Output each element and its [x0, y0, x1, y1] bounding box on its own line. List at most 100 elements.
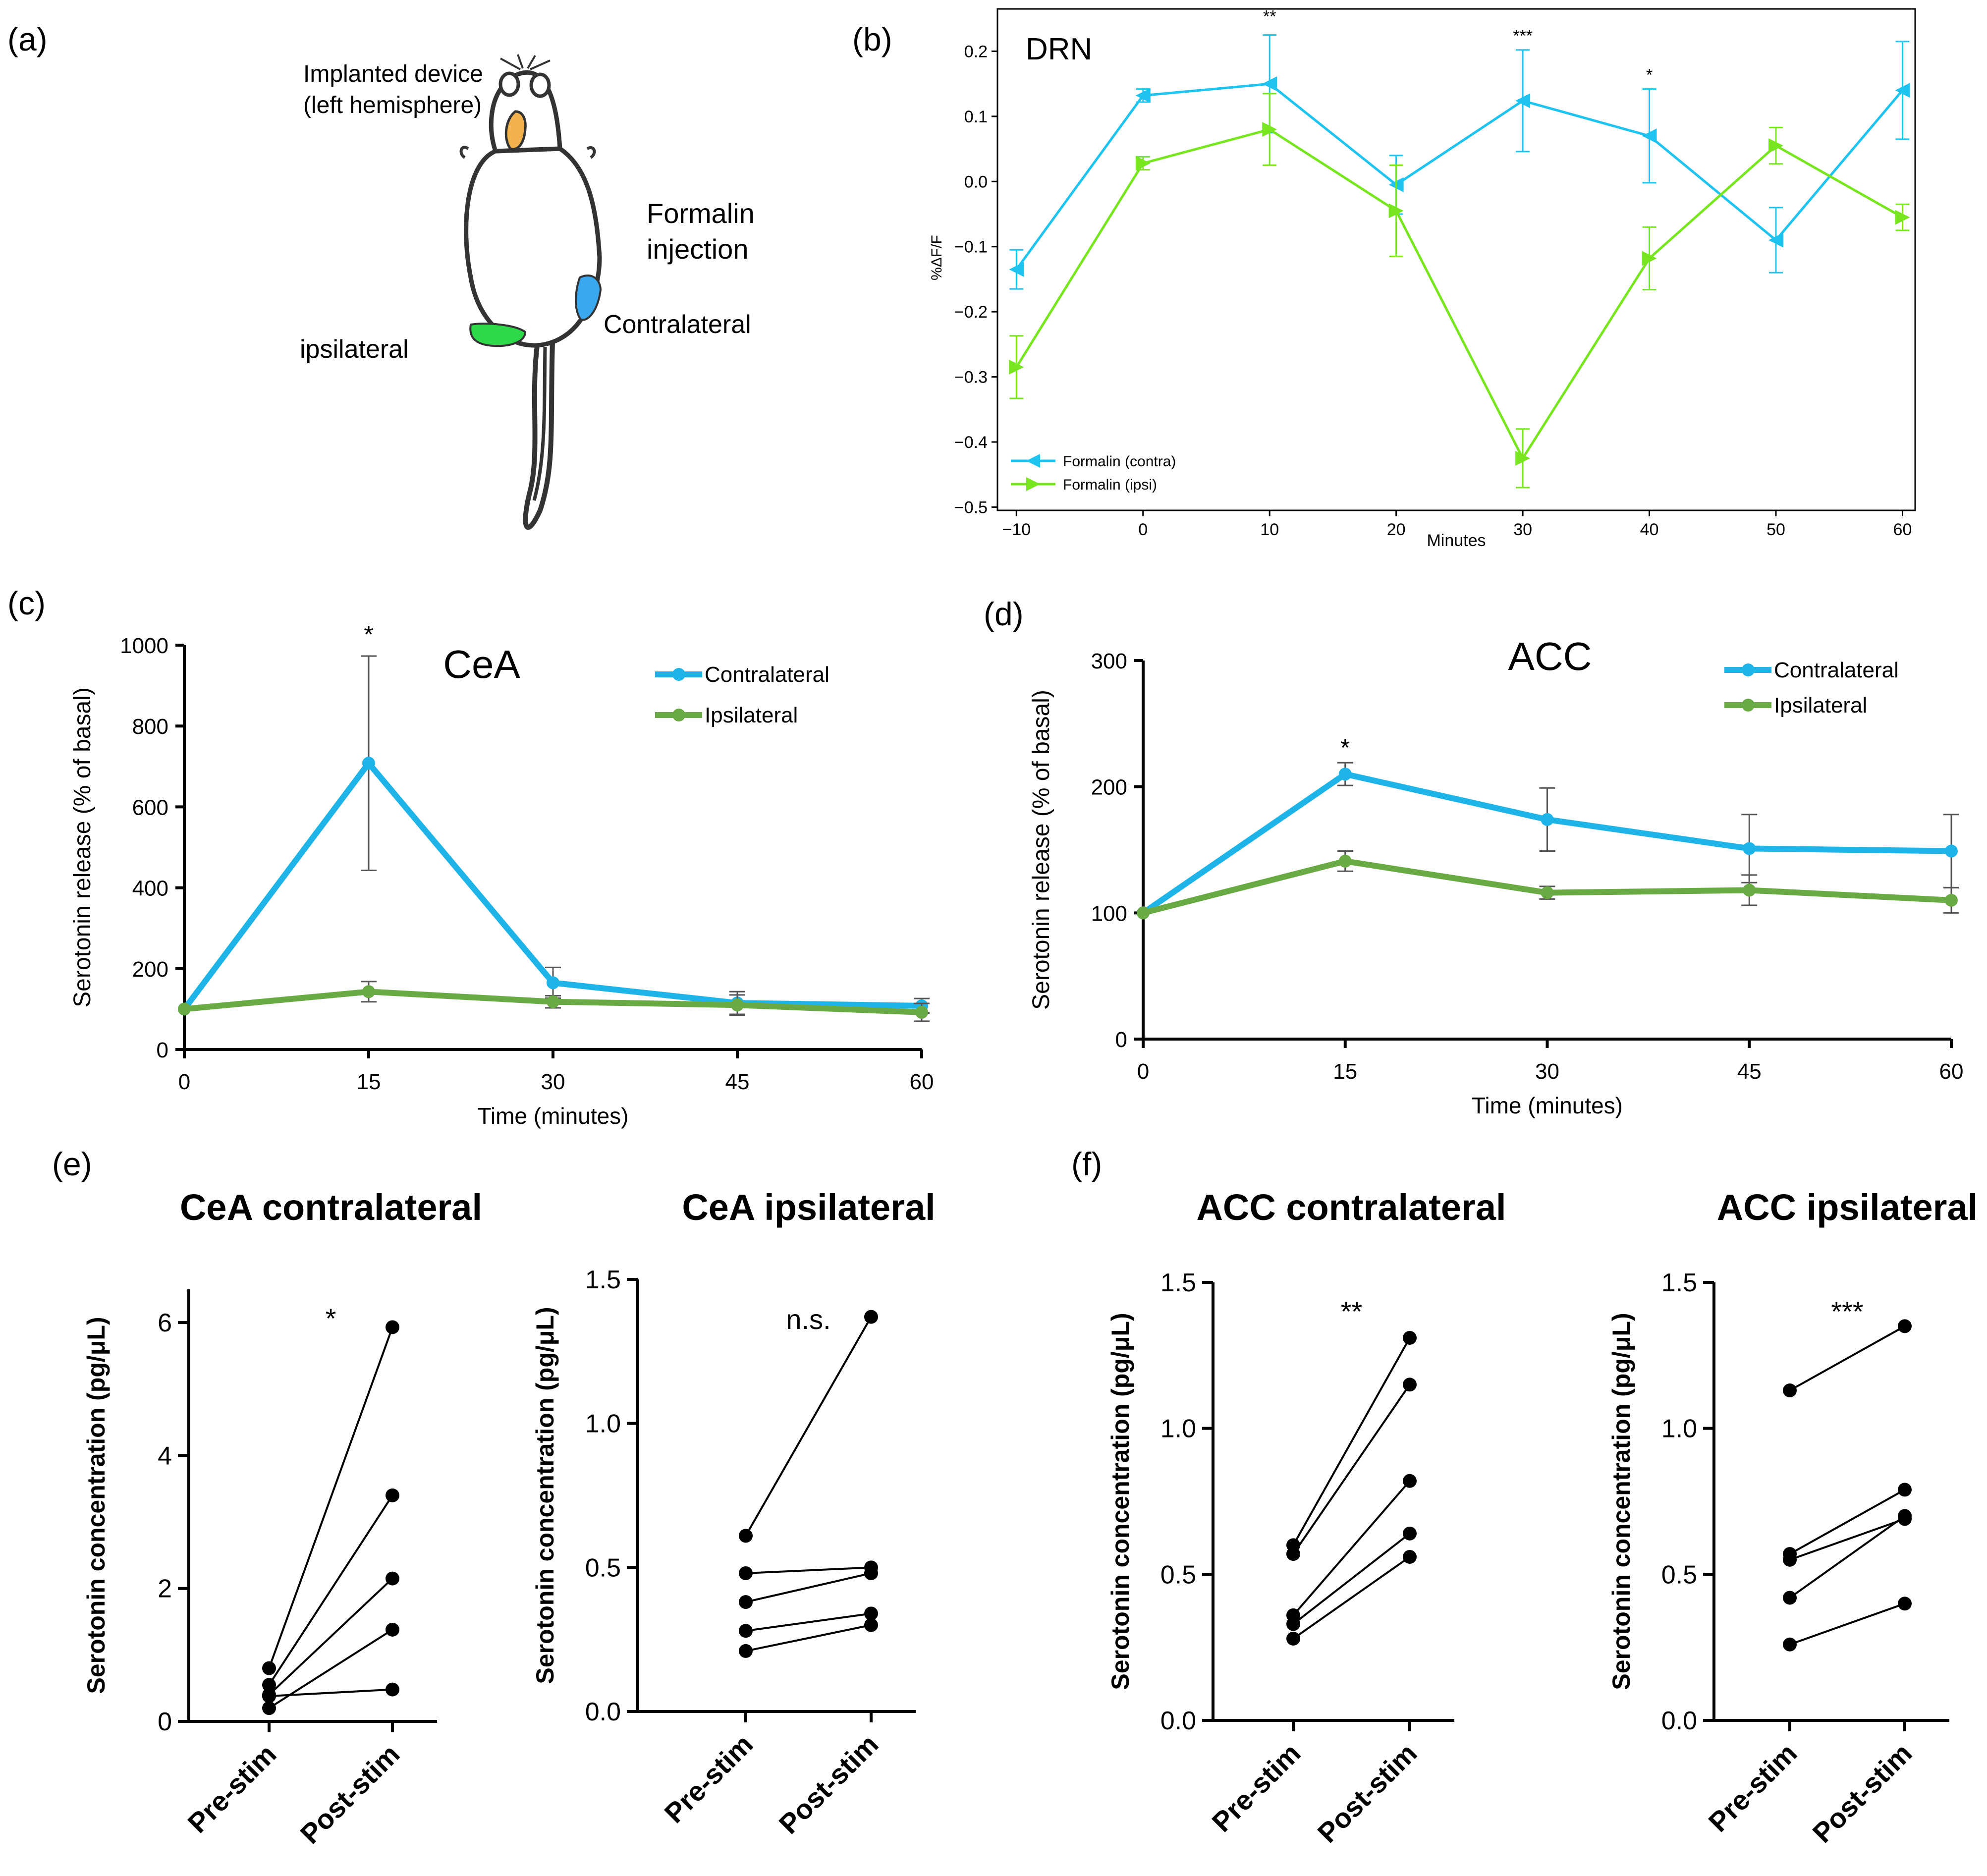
cea-y-tick-label: 1000: [120, 634, 168, 658]
cea-ipsi-pre-point: [739, 1624, 753, 1638]
acc-contra-chart-title: ACC contralateral: [1196, 1187, 1506, 1228]
cea-y-axis-label: Serotonin release (% of basal): [69, 687, 96, 1007]
acc-data-point: [1137, 906, 1150, 920]
acc-ipsi-post-point: [1898, 1597, 1912, 1611]
acc-ipsi-chart-title: ACC ipsilateral: [1717, 1187, 1978, 1228]
cea-contra-pre-point: [262, 1678, 276, 1692]
acc-data-point: [1743, 883, 1756, 897]
acc-y-tick-label: 0: [1115, 1028, 1127, 1052]
drn-x-tick-label: 10: [1260, 520, 1279, 539]
drn-data-point: [1009, 262, 1024, 277]
drn-chart-title: DRN: [1026, 32, 1092, 66]
cea-ipsi-post-point: [864, 1566, 878, 1580]
acc-x-tick-label: 60: [1939, 1059, 1964, 1084]
cea-ipsi-pair-line: [745, 1624, 872, 1652]
acc-x-tick-label: 0: [1137, 1059, 1149, 1084]
cea-contra-pre-point: [262, 1661, 276, 1675]
cea-y-tick-label: 800: [132, 715, 168, 739]
cea-x-tick-label: 0: [178, 1070, 190, 1094]
acc-ipsi-y-tick-label: 1.0: [1661, 1415, 1697, 1443]
acc-ipsi-pre-point: [1783, 1637, 1797, 1652]
drn-data-point: [1642, 128, 1657, 144]
cea-contra-y-tick-label: 0: [158, 1708, 172, 1736]
cea-legend-marker-0: [672, 668, 685, 681]
drn-series-line-1: [1015, 128, 1903, 461]
cea-ipsi-pre-point: [739, 1644, 753, 1658]
cea-ipsi-pair-line: [745, 1566, 872, 1574]
cea-ipsi-post-point: [864, 1310, 878, 1324]
acc-ipsi-y-axis-label: Serotonin concentration (pg/μL): [1607, 1313, 1635, 1690]
cea-ipsi-y-tick-label: 1.0: [585, 1410, 621, 1438]
drn-significance-marker: *: [1646, 66, 1653, 85]
cea-ipsi-significance-marker: n.s.: [786, 1304, 830, 1335]
drn-data-point: [1135, 156, 1151, 171]
cea-y-tick-label: 600: [132, 795, 168, 820]
acc-data-point: [1541, 813, 1554, 826]
acc-ipsi-pre-point: [1783, 1552, 1797, 1567]
cea-ipsi-post-point: [864, 1618, 878, 1632]
drn-significance-marker: ***: [1513, 27, 1533, 46]
ipsilateral-label: ipsilateral: [300, 335, 409, 364]
cea-contra-post-point: [386, 1682, 399, 1697]
contralateral-paw-icon: [575, 275, 602, 321]
acc-contra-post-point: [1403, 1330, 1417, 1345]
cea-ipsi-chart-title: CeA ipsilateral: [682, 1187, 935, 1228]
acc-contra-y-tick-label: 1.5: [1160, 1269, 1196, 1297]
cea-data-point: [178, 1002, 191, 1016]
cea-contra-post-point: [386, 1622, 399, 1637]
injection-label-line2: injection: [647, 233, 748, 265]
cea-x-tick-label: 30: [541, 1070, 565, 1094]
panel-label-f: (f): [1071, 1146, 1102, 1182]
panel-label-a: (a): [7, 21, 48, 57]
cea-contra-post-point: [386, 1571, 399, 1586]
cea-contra-pair-line: [268, 1326, 393, 1669]
acc-contra-pre-point: [1286, 1631, 1300, 1646]
cea-legend-marker-1: [672, 709, 685, 721]
acc-contra-y-tick-label: 0.5: [1160, 1560, 1196, 1589]
contralateral-label: Contralateral: [604, 310, 751, 339]
drn-legend-marker-1: [1026, 477, 1040, 491]
acc-ipsi-post-point: [1898, 1319, 1912, 1333]
acc-data-point: [1338, 768, 1352, 781]
acc-legend-label-0: Contralateral: [1774, 658, 1899, 682]
acc-contra-pair-line: [1292, 1533, 1411, 1625]
cea-ipsi-pre-point: [739, 1529, 753, 1543]
cea-ipsi-pair-line: [745, 1612, 872, 1632]
device-label-line1: Implanted device: [303, 61, 483, 87]
acc-x-tick-label: 45: [1737, 1059, 1762, 1084]
drn-data-point: [1262, 76, 1277, 92]
cea-ipsi-x-tick-label: Pre-stim: [658, 1728, 759, 1829]
device-label-line2: (left hemisphere): [303, 92, 482, 118]
acc-contra-y-axis-label: Serotonin concentration (pg/μL): [1106, 1313, 1134, 1690]
cea-legend-label-0: Contralateral: [705, 662, 829, 687]
cea-contra-pre-point: [262, 1701, 276, 1715]
drn-data-point: [1009, 359, 1024, 375]
cea-ipsi-pair-line: [745, 1316, 872, 1537]
acc-ipsi-y-tick-label: 1.5: [1661, 1269, 1697, 1297]
drn-significance-marker: **: [1263, 7, 1276, 26]
acc-contra-x-tick-label: Post-stim: [1312, 1737, 1423, 1849]
acc-legend-marker-1: [1742, 699, 1755, 712]
drn-data-point: [1262, 122, 1277, 137]
acc-contra-pair-line: [1292, 1480, 1411, 1616]
cea-ipsi-pair-line: [745, 1572, 872, 1603]
acc-y-tick-label: 200: [1091, 775, 1127, 800]
drn-legend-label-1: Formalin (ipsi): [1063, 477, 1157, 493]
panel-label-e: (e): [52, 1146, 92, 1182]
cea-ipsi-y-tick-label: 0.0: [585, 1698, 621, 1726]
acc-ipsi-y-tick-label: 0.5: [1661, 1560, 1697, 1589]
acc-data-point: [1541, 886, 1554, 899]
cea-data-point: [362, 985, 375, 998]
drn-x-tick-label: 0: [1138, 520, 1148, 539]
drn-data-point: [1642, 251, 1657, 266]
acc-contra-x-tick-label: Pre-stim: [1206, 1737, 1306, 1838]
drn-data-point: [1768, 232, 1784, 248]
cea-significance-marker: *: [364, 621, 373, 649]
panel-label-c: (c): [7, 585, 46, 621]
cea-x-tick-label: 45: [725, 1070, 750, 1094]
acc-data-point: [1743, 842, 1756, 855]
cea-contra-y-axis-label: Serotonin concentration (pg/μL): [82, 1317, 110, 1694]
cea-ipsi-pre-point: [739, 1595, 753, 1609]
acc-ipsi-x-tick-label: Post-stim: [1807, 1737, 1918, 1849]
acc-ipsi-pair-line: [1789, 1602, 1905, 1646]
